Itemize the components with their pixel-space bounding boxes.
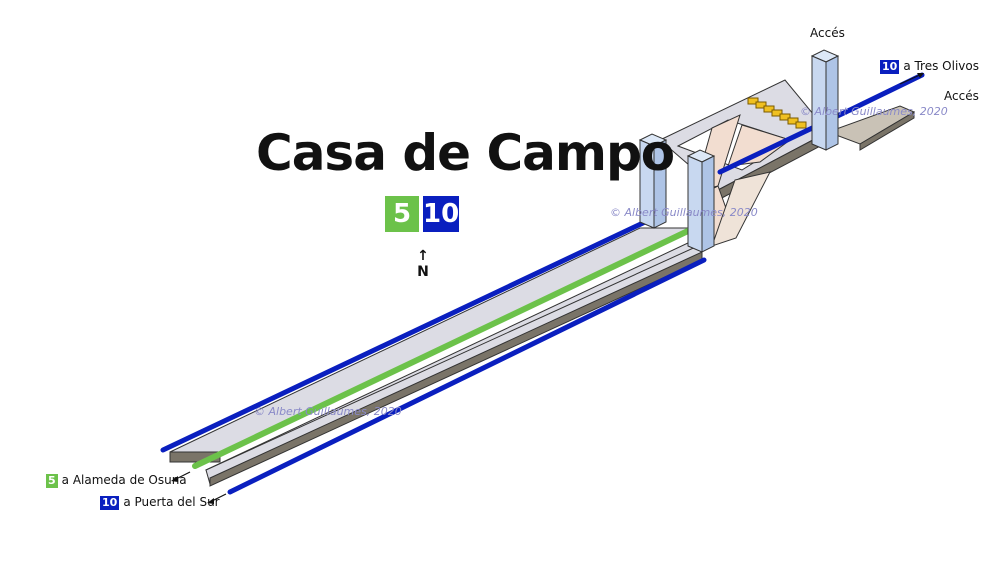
access-shaft-top xyxy=(810,49,840,151)
line10-track-upper xyxy=(160,219,648,453)
direction-alameda-badge: 5 xyxy=(46,474,58,488)
station-title: Casa de Campo xyxy=(256,124,675,182)
turnstiles xyxy=(747,97,807,129)
compass: ↑ N xyxy=(411,248,435,280)
line10-track-north xyxy=(847,72,925,113)
arrow-tres-olivos xyxy=(899,73,923,85)
direction-tres-olivos-text: a Tres Olivos xyxy=(903,59,979,73)
credit-watermark-2: © Albert Guillaumes, 2020 xyxy=(610,206,758,219)
platform-right-side xyxy=(209,251,703,487)
line-5-badge: 5 xyxy=(385,196,419,232)
line5-track xyxy=(192,227,693,469)
direction-tres-olivos-badge: 10 xyxy=(880,60,900,74)
credit-watermark-3: © Albert Guillaumes, 2020 xyxy=(254,405,402,418)
access-label-top: Accés xyxy=(810,26,845,40)
credit-watermark-1: © Albert Guillaumes, 2020 xyxy=(800,105,948,118)
line-10-badge: 10 xyxy=(423,196,459,232)
access-ramp-right-side xyxy=(859,111,915,151)
direction-puerta-sur: 10 a Puerta del Sur xyxy=(100,495,220,510)
access-shaft-left xyxy=(638,133,668,229)
direction-puerta-sur-badge: 10 xyxy=(100,496,120,510)
direction-puerta-sur-text: a Puerta del Sur xyxy=(123,495,220,509)
stair-right xyxy=(727,124,792,167)
north-arrow-icon: ↑ xyxy=(417,248,429,264)
direction-alameda-text: a Alameda de Osuna xyxy=(61,473,187,487)
access-label-right: Accés xyxy=(944,89,979,103)
access-shaft-center xyxy=(686,149,716,253)
ramp-down xyxy=(711,171,771,247)
line10-track-lower xyxy=(227,257,707,495)
direction-tres-olivos: 10 a Tres Olivos xyxy=(880,59,979,74)
north-label: N xyxy=(417,264,429,280)
